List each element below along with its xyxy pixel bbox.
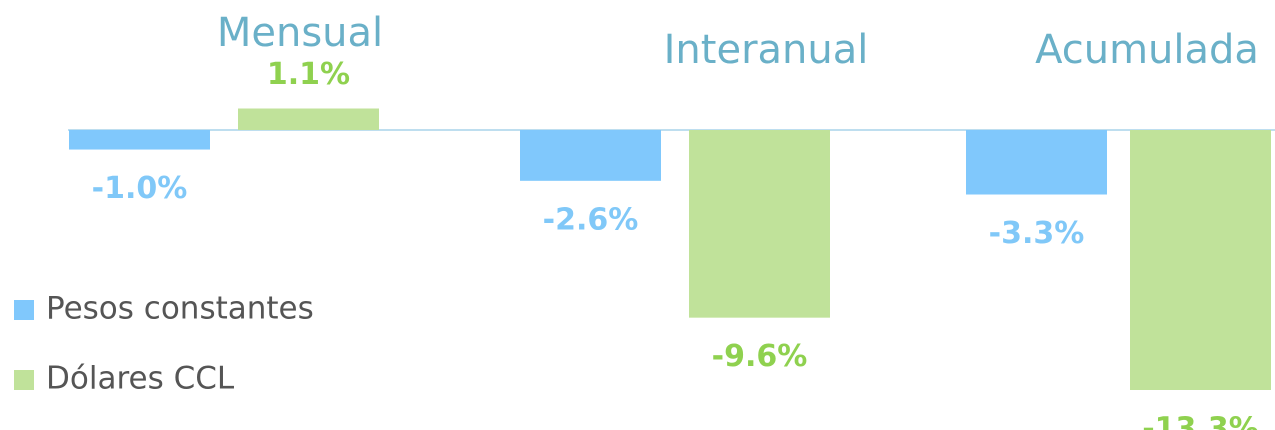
- value-label: 1.1%: [267, 57, 350, 92]
- category-label: Acumulada: [1035, 27, 1259, 73]
- legend-swatch: [14, 300, 34, 320]
- bar: [966, 130, 1107, 195]
- value-label: -1.0%: [92, 171, 188, 206]
- value-label: -2.6%: [543, 202, 639, 237]
- bar: [1130, 130, 1271, 390]
- value-label: -13.3%: [1142, 412, 1259, 430]
- legend-swatch: [14, 370, 34, 390]
- value-label: -9.6%: [712, 339, 808, 374]
- bar: [689, 130, 830, 318]
- legend-label: Dólares CCL: [46, 361, 235, 397]
- category-label: Mensual: [217, 10, 383, 56]
- bar: [238, 108, 379, 130]
- category-label: Interanual: [664, 27, 869, 73]
- legend-label: Pesos constantes: [46, 291, 314, 327]
- bar: [520, 130, 661, 181]
- bar: [69, 130, 210, 150]
- value-label: -3.3%: [989, 216, 1085, 251]
